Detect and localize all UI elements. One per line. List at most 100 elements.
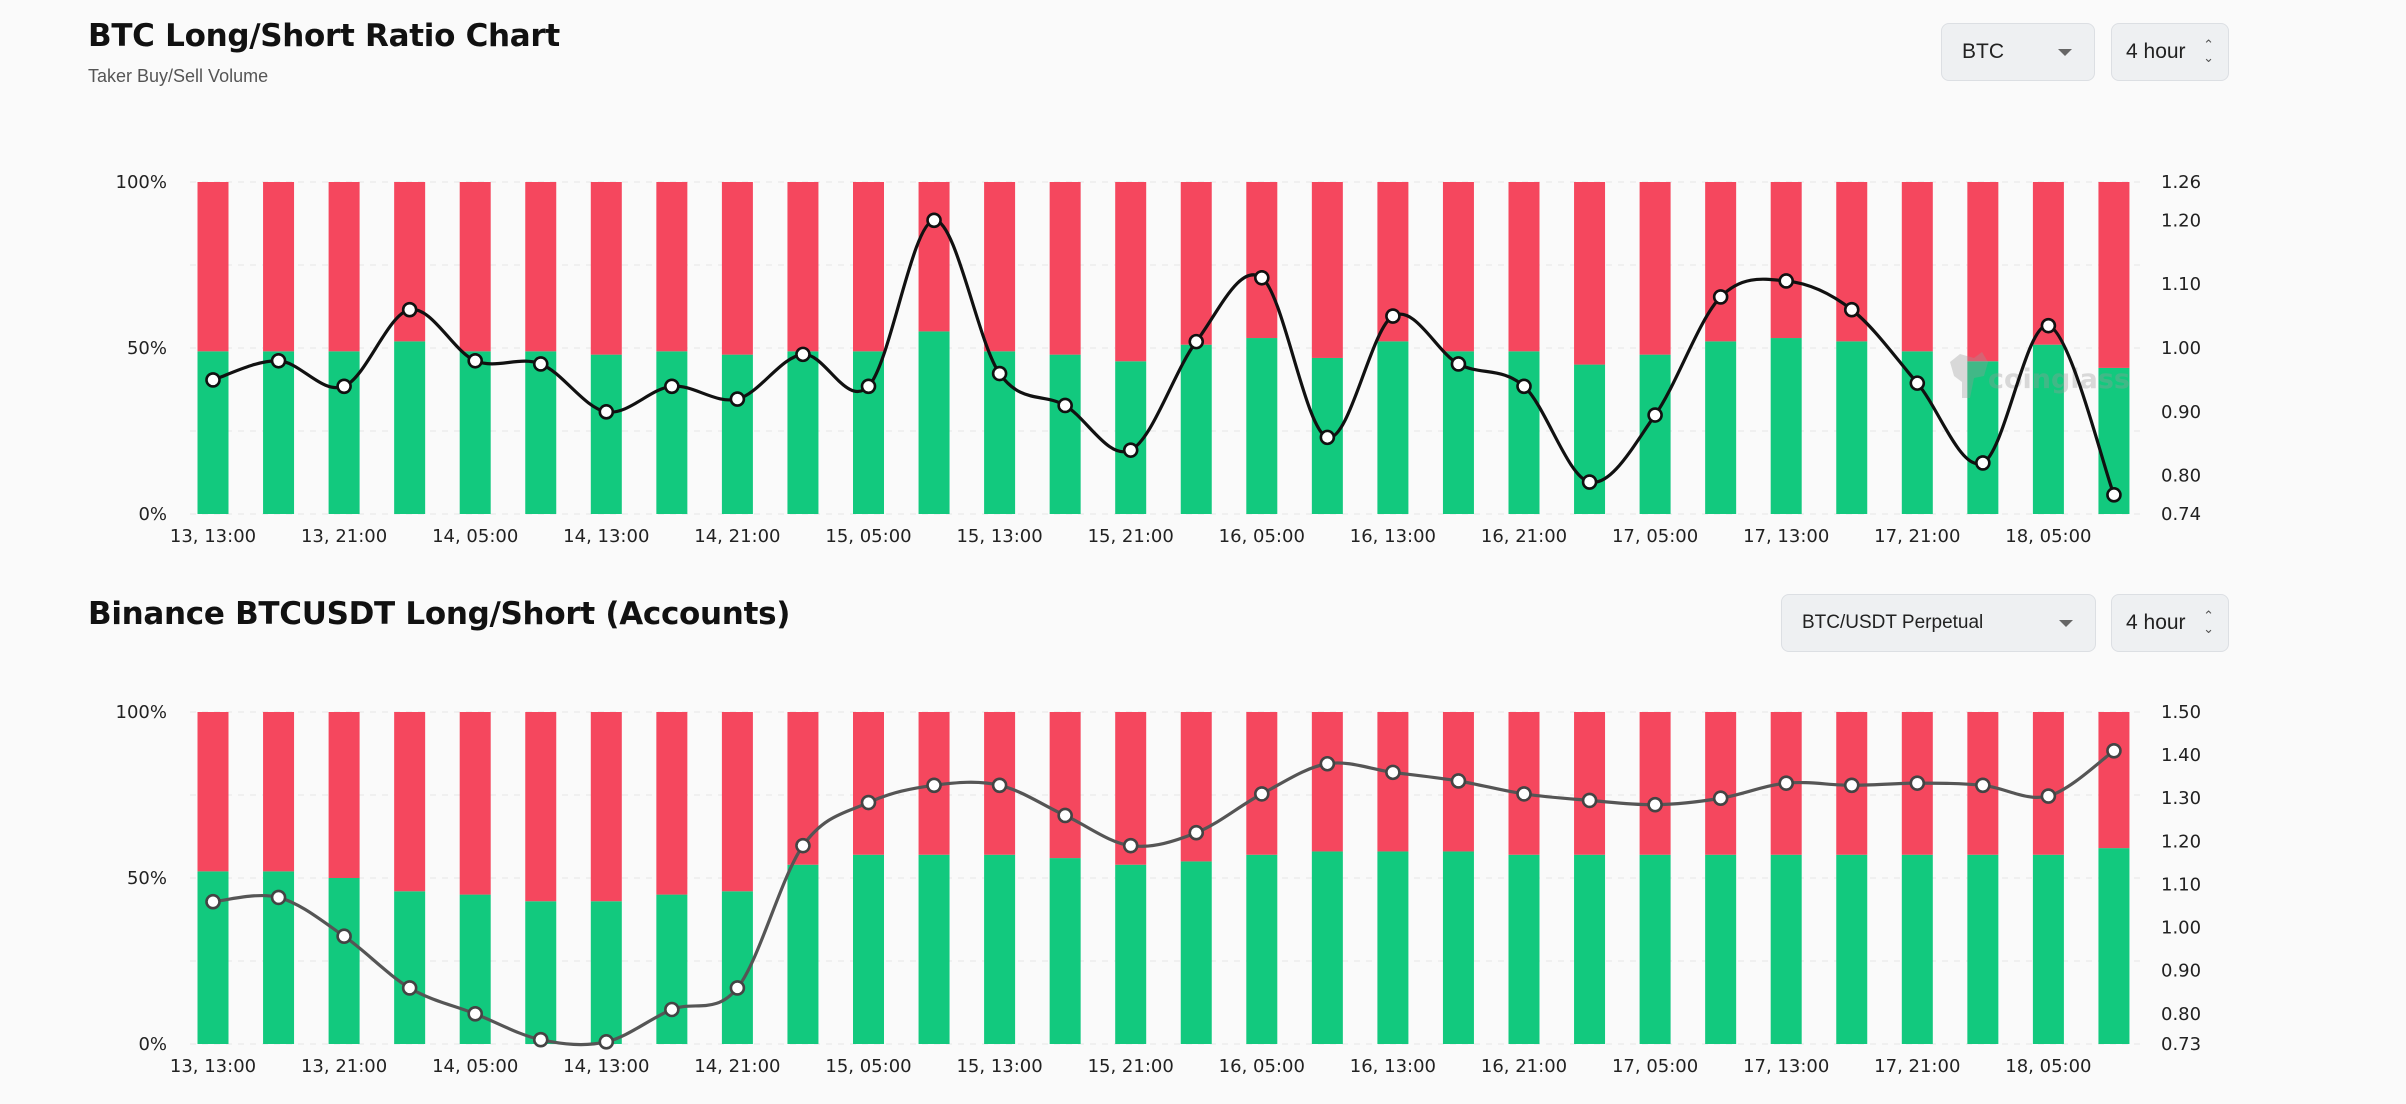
up-down-icon: ⌃ ⌄ <box>2203 37 2214 65</box>
ratio-point <box>1516 378 1532 395</box>
watermark: coinglass <box>1950 352 2130 398</box>
short-bar <box>2032 712 2064 855</box>
long-bar <box>853 854 884 1044</box>
long-bar <box>853 351 884 514</box>
long-bar <box>1180 344 1212 514</box>
ratio-point <box>1843 301 1860 318</box>
left-axis-tick: 100% <box>116 702 167 723</box>
ratio-point <box>729 980 746 996</box>
ratio-point <box>1581 474 1598 490</box>
ratio-point <box>598 404 615 420</box>
chart1-plot: 0% 50% 100% 0.74 0.80 0.90 1.00 1.10 1.20 1.26 13,… <box>116 172 2202 547</box>
right-axis-tick: 1.00 <box>2161 338 2201 359</box>
long-bar <box>1836 854 1868 1044</box>
long-bar <box>2098 848 2130 1044</box>
short-bar <box>853 182 884 352</box>
short-bar <box>328 182 360 352</box>
short-bar <box>459 182 491 352</box>
right-axis-tick: 1.10 <box>2161 874 2201 895</box>
ratio-point <box>336 378 352 395</box>
ratio-point <box>860 794 877 811</box>
ratio-point <box>401 301 418 318</box>
long-bar <box>1442 351 1474 514</box>
long-bar <box>1049 858 1081 1044</box>
x-axis-tick: 15, 13:00 <box>956 1056 1042 1077</box>
right-axis-tick: 1.50 <box>2161 702 2201 723</box>
pair-select[interactable]: BTC/USDT Perpetual <box>1781 594 2096 652</box>
short-bar <box>1049 182 1081 355</box>
short-bar <box>918 182 950 332</box>
x-axis-tick: 14, 05:00 <box>432 526 518 547</box>
ratio-point <box>205 372 221 388</box>
long-bar <box>918 854 950 1044</box>
short-bar <box>590 712 622 902</box>
ratio-point <box>2106 487 2122 503</box>
x-axis-tick: 15, 05:00 <box>825 1056 911 1077</box>
long-bar <box>656 351 688 514</box>
long-bar <box>1574 854 1606 1044</box>
x-axis-tick: 18, 05:00 <box>2005 1056 2091 1077</box>
short-bar <box>2098 182 2130 368</box>
coin-select-value: BTC <box>1962 40 2004 63</box>
ratio-point <box>1122 442 1139 458</box>
left-axis-tick: 100% <box>116 172 167 193</box>
short-bar <box>1639 182 1671 355</box>
ratio-point <box>1057 807 1073 824</box>
left-axis-tick: 0% <box>138 1034 167 1055</box>
long-bar <box>721 891 753 1044</box>
x-axis-tick: 17, 21:00 <box>1874 526 1960 547</box>
long-bar <box>656 894 688 1044</box>
ratio-point <box>1778 273 1794 289</box>
coin-select[interactable]: BTC <box>1941 23 2095 81</box>
x-axis-tick: 16, 05:00 <box>1219 526 1305 547</box>
ratio-point <box>1778 775 1794 791</box>
ratio-point <box>1188 333 1205 350</box>
interval-value-1: 4 hour <box>2126 40 2186 63</box>
x-axis-tick: 17, 21:00 <box>1874 1056 1960 1077</box>
interval-value-2: 4 hour <box>2126 611 2186 634</box>
short-bar <box>1049 712 1081 859</box>
long-bar <box>1115 864 1147 1044</box>
ratio-point <box>1188 824 1205 841</box>
long-bar <box>1574 364 1606 514</box>
chart1-subtitle: Taker Buy/Sell Volume <box>88 66 269 86</box>
x-axis-tick: 13, 21:00 <box>301 526 387 547</box>
short-bar <box>263 182 295 352</box>
interval-select-1[interactable]: 4 hour ⌃ ⌄ <box>2111 23 2229 81</box>
ratio-point <box>270 352 287 369</box>
ratio-point <box>598 1034 615 1050</box>
chart2-plot: 0% 50% 100% 0.73 0.80 0.90 1.00 1.10 1.20 1.30 1.4… <box>116 702 2202 1077</box>
long-bar <box>1311 851 1343 1044</box>
ratio-point <box>1975 455 1991 471</box>
short-bar <box>1508 182 1540 352</box>
short-bar <box>1639 712 1671 855</box>
watermark-text: coinglass <box>1988 364 2130 395</box>
x-axis-tick: 13, 13:00 <box>170 1056 256 1077</box>
ratio-point <box>860 378 877 395</box>
x-axis-tick: 15, 05:00 <box>825 526 911 547</box>
x-axis-tick: 13, 21:00 <box>301 1056 387 1077</box>
ratio-point <box>1909 775 1926 791</box>
long-bar <box>590 354 622 514</box>
short-bar <box>656 182 688 352</box>
x-axis-tick: 18, 05:00 <box>2005 526 2091 547</box>
ratio-point <box>1254 786 1270 802</box>
long-bar <box>1770 854 1802 1044</box>
interval-select-2[interactable]: 4 hour ⌃ ⌄ <box>2111 594 2229 652</box>
long-bar <box>1442 851 1474 1044</box>
long-bar <box>1508 854 1540 1044</box>
long-bar <box>787 864 819 1044</box>
short-bar <box>328 712 360 878</box>
long-bar <box>263 351 295 514</box>
short-bar <box>1705 712 1737 855</box>
short-bar <box>656 712 688 895</box>
ratio-point <box>1712 790 1729 807</box>
x-axis-tick: 13, 13:00 <box>170 526 256 547</box>
short-bar <box>1574 712 1606 855</box>
short-bar <box>2098 712 2130 849</box>
long-bar <box>1246 338 1278 514</box>
long-bar <box>1377 851 1409 1044</box>
ratio-point <box>1122 837 1139 854</box>
long-bar <box>918 331 950 514</box>
ratio-point <box>1385 308 1401 324</box>
